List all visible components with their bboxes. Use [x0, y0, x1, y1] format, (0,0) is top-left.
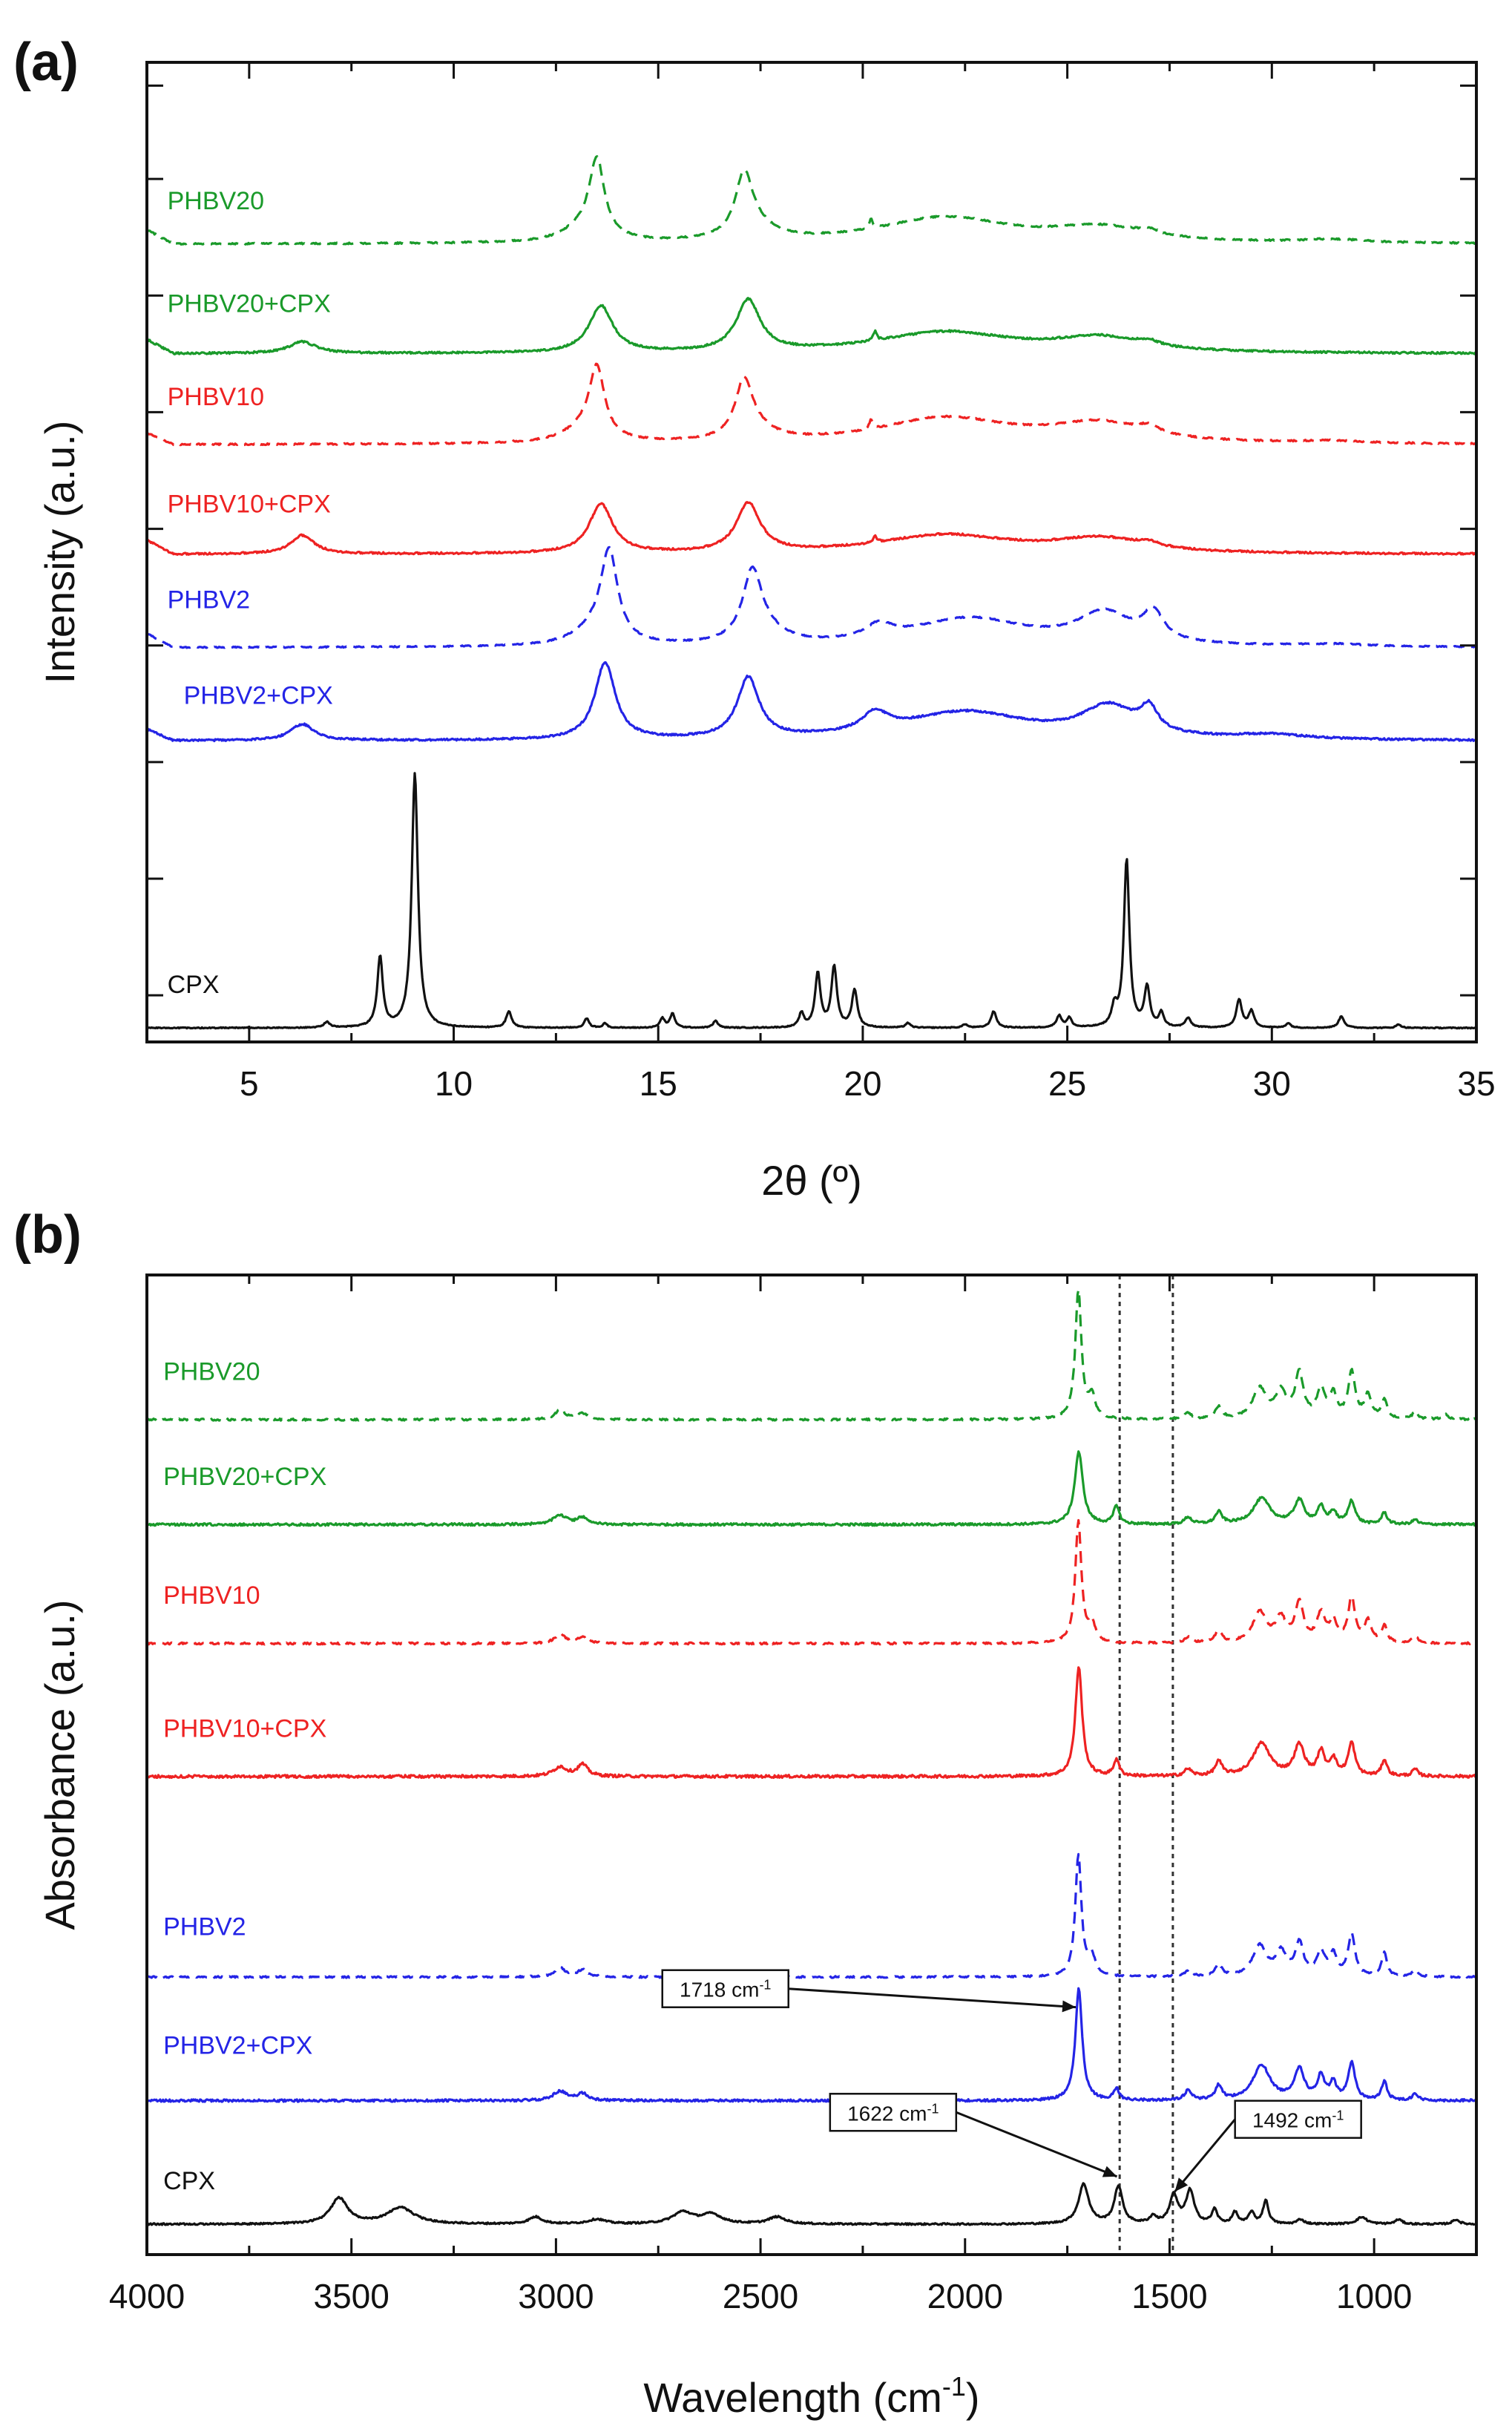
annotation-label-0: 1718 cm-1 [680, 1978, 771, 2002]
xrd-label-phbv10-plus-cpx: PHBV10+CPX [168, 491, 331, 519]
ftir-series-labels: PHBV20 PHBV20+CPX PHBV10 PHBV10+CPX PHBV2 PHB… [163, 1357, 326, 2195]
xrd-series-phbv10-plus-cpx [146, 501, 1478, 556]
ftir-xtick-label-1000: 1000 [1336, 2277, 1412, 2315]
ftir-xtick-label-3000: 3000 [518, 2277, 594, 2315]
xrd-series-labels: PHBV20 PHBV20+CPX PHBV10 PHBV10+CPX PHBV2 PHB… [168, 187, 333, 999]
xrd-label-phbv20-plus-cpx: PHBV20+CPX [168, 289, 331, 318]
xrd-xtick-label-15: 15 [640, 1064, 677, 1103]
annotation-arrow-head-2 [1174, 2177, 1189, 2192]
xrd-series-phbv20-plus-cpx [146, 297, 1477, 355]
ftir-xtick-label-3500: 3500 [314, 2277, 389, 2315]
annotation-arrow-head-0 [1062, 2000, 1077, 2013]
annotation-arrow-line-2 [1174, 2118, 1236, 2193]
annotation-arrow-line-1 [956, 2111, 1118, 2178]
ftir-label-phbv20-plus-cpx: PHBV20+CPX [163, 1463, 326, 1491]
panel-a-label: (a) [13, 33, 79, 92]
ftir-tick-group: 4000 3500 3000 2500 2000 1500 1000 [109, 1275, 1412, 2315]
annotation-arrow-line-0 [788, 1987, 1077, 2009]
xrd-tick-group: 5 10 15 20 25 30 35 [147, 62, 1496, 1103]
panel-b-ftir-chart: (b) 4000 3500 3000 2500 2000 1500 1000 PHBV20P… [13, 1205, 1478, 2421]
ftir-series-phbv20-plus-cpx [146, 1450, 1477, 1527]
ftir-series-group [145, 1288, 1478, 2226]
xrd-series-phbv20 [145, 155, 1477, 246]
ftir-xtick-label-4000: 4000 [109, 2277, 185, 2315]
xrd-series-phbv2-plus-cpx [146, 660, 1478, 743]
xrd-series-phbv2 [145, 545, 1477, 649]
ftir-xtick-label-2000: 2000 [927, 2277, 1003, 2315]
ftir-label-phbv10: PHBV10 [163, 1581, 260, 1610]
xrd-label-phbv20: PHBV20 [168, 187, 264, 215]
panel-b-label: (b) [13, 1205, 82, 1265]
ftir-plot-frame [145, 1273, 1478, 2256]
annotation-label-1: 1622 cm-1 [847, 2101, 939, 2125]
ftir-series-cpx [146, 2182, 1477, 2226]
xrd-series-group [145, 155, 1478, 1030]
annotation-label-2: 1492 cm-1 [1252, 2108, 1344, 2132]
ftir-y-axis-title: Absorbance (a.u.) [36, 1599, 83, 1930]
xrd-series-cpx [146, 772, 1477, 1030]
xrd-xtick-label-25: 25 [1048, 1064, 1086, 1103]
xrd-series-phbv10 [146, 362, 1477, 447]
ftir-series-phbv10 [145, 1518, 1478, 1646]
xrd-xtick-label-30: 30 [1253, 1064, 1291, 1103]
ftir-series-phbv2-plus-cpx [146, 1987, 1478, 2103]
xrd-label-phbv10: PHBV10 [168, 383, 264, 411]
xrd-xtick-label-20: 20 [844, 1064, 881, 1103]
xrd-plot-frame [145, 61, 1478, 1043]
xrd-label-phbv2: PHBV2 [168, 586, 251, 614]
xrd-label-phbv2-plus-cpx: PHBV2+CPX [184, 681, 333, 709]
xrd-xtick-label-10: 10 [435, 1064, 473, 1103]
ftir-xtick-label-1500: 1500 [1131, 2277, 1207, 2315]
ftir-label-phbv20: PHBV20 [163, 1357, 260, 1386]
ftir-peak-annotations: 1718 cm-1 1622 cm-1 1492 cm-1 [661, 1969, 1362, 2193]
ftir-series-phbv10-plus-cpx [145, 1666, 1477, 1780]
ftir-label-cpx: CPX [163, 2167, 215, 2195]
ftir-label-phbv10-plus-cpx: PHBV10+CPX [163, 1714, 326, 1743]
ftir-x-axis-title: Wavelength (cm-1) [643, 2371, 979, 2421]
xrd-xtick-label-35: 35 [1457, 1064, 1495, 1103]
ftir-series-phbv20 [146, 1288, 1477, 1422]
annotation-box-2 [1234, 2099, 1362, 2139]
annotation-arrow-head-1 [1102, 2166, 1117, 2177]
xrd-xtick-label-5: 5 [240, 1064, 259, 1103]
xrd-x-axis-title: 2θ (º) [761, 1157, 862, 1204]
ftir-label-phbv2-plus-cpx: PHBV2+CPX [163, 2032, 312, 2060]
ftir-xtick-label-2500: 2500 [723, 2277, 798, 2315]
panel-a-xrd-chart: (a) 5 10 15 20 25 30 35 PHBV20 PHBV20+CPX PHBV10… [13, 33, 1496, 1204]
ftir-series-phbv2 [146, 1852, 1477, 1979]
xrd-label-cpx: CPX [168, 971, 220, 999]
xrd-y-axis-title: Intensity (a.u.) [36, 421, 83, 684]
ftir-label-phbv2: PHBV2 [163, 1912, 246, 1941]
